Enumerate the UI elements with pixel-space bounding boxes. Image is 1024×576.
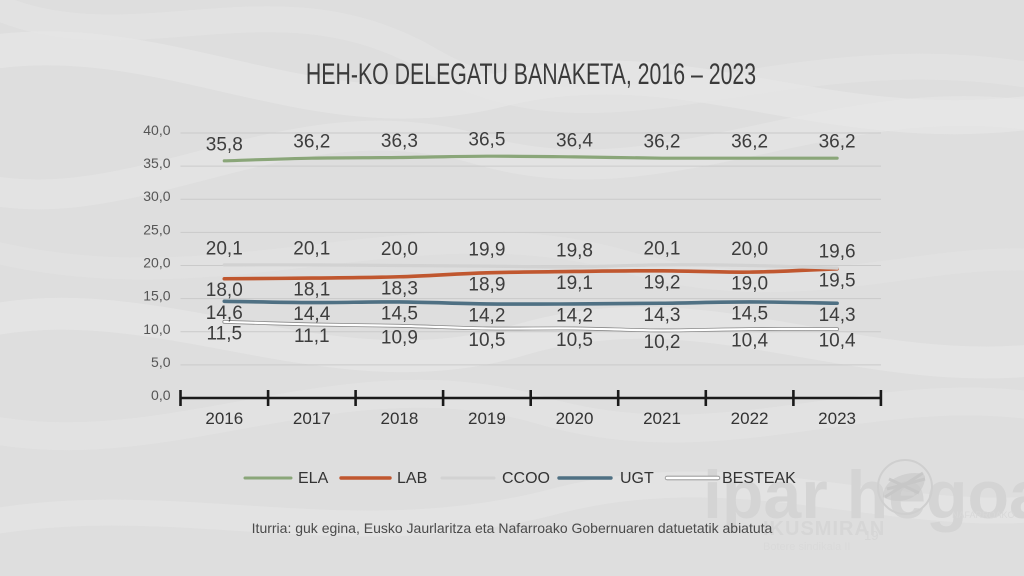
svg-text:36,2: 36,2 bbox=[293, 132, 330, 153]
svg-text:25,0: 25,0 bbox=[143, 221, 170, 237]
svg-text:20,1: 20,1 bbox=[644, 238, 681, 259]
svg-text:10,0: 10,0 bbox=[143, 321, 170, 337]
svg-text:NAFARROAKO: NAFARROAKO bbox=[952, 510, 1015, 520]
svg-text:0,0: 0,0 bbox=[151, 387, 171, 403]
svg-text:2022: 2022 bbox=[731, 409, 769, 428]
svg-text:2020: 2020 bbox=[556, 409, 594, 428]
svg-text:18,0: 18,0 bbox=[206, 280, 243, 301]
svg-text:14,3: 14,3 bbox=[644, 305, 681, 326]
svg-text:14,3: 14,3 bbox=[819, 305, 856, 326]
svg-text:19,2: 19,2 bbox=[644, 272, 681, 293]
svg-text:35,8: 35,8 bbox=[206, 134, 243, 155]
svg-text:ELA: ELA bbox=[298, 470, 329, 487]
svg-text:36,3: 36,3 bbox=[381, 131, 418, 152]
svg-text:2017: 2017 bbox=[293, 409, 331, 428]
svg-text:36,5: 36,5 bbox=[468, 130, 505, 151]
svg-text:19,0: 19,0 bbox=[731, 274, 768, 295]
svg-text:36,2: 36,2 bbox=[731, 132, 768, 153]
svg-text:CCOO: CCOO bbox=[502, 470, 550, 487]
svg-text:2021: 2021 bbox=[643, 409, 681, 428]
svg-text:36,2: 36,2 bbox=[819, 132, 856, 153]
svg-text:10,4: 10,4 bbox=[819, 331, 856, 352]
svg-text:5,0: 5,0 bbox=[151, 354, 171, 370]
svg-text:20,1: 20,1 bbox=[206, 238, 243, 259]
svg-text:2018: 2018 bbox=[380, 409, 418, 428]
svg-text:10,2: 10,2 bbox=[644, 332, 681, 353]
svg-text:19,9: 19,9 bbox=[468, 240, 505, 261]
svg-text:14,2: 14,2 bbox=[556, 305, 593, 326]
svg-text:20,0: 20,0 bbox=[381, 239, 418, 260]
svg-text:10,5: 10,5 bbox=[468, 330, 505, 351]
svg-text:19,1: 19,1 bbox=[556, 273, 593, 294]
svg-text:LAB: LAB bbox=[397, 470, 427, 487]
svg-text:20,0: 20,0 bbox=[731, 239, 768, 260]
svg-text:2016: 2016 bbox=[205, 409, 243, 428]
svg-text:19,5: 19,5 bbox=[819, 270, 856, 291]
svg-text:36,2: 36,2 bbox=[644, 132, 681, 153]
svg-text:18,1: 18,1 bbox=[293, 280, 330, 301]
svg-text:35,0: 35,0 bbox=[143, 155, 170, 171]
svg-text:14,4: 14,4 bbox=[293, 304, 330, 325]
svg-text:2023: 2023 bbox=[818, 409, 856, 428]
svg-text:Botere sindikala II: Botere sindikala II bbox=[763, 541, 850, 553]
svg-text:18,3: 18,3 bbox=[381, 278, 418, 299]
svg-text:20,0: 20,0 bbox=[143, 255, 170, 271]
svg-text:11,5: 11,5 bbox=[207, 323, 243, 344]
svg-text:11,1: 11,1 bbox=[294, 326, 330, 347]
svg-text:40,0: 40,0 bbox=[143, 122, 170, 138]
svg-text:14,5: 14,5 bbox=[731, 303, 768, 324]
svg-text:14,6: 14,6 bbox=[206, 303, 243, 324]
svg-text:UGT: UGT bbox=[620, 470, 654, 487]
svg-text:36,4: 36,4 bbox=[556, 130, 593, 151]
svg-text:14,2: 14,2 bbox=[468, 305, 505, 326]
svg-text:30,0: 30,0 bbox=[143, 188, 170, 204]
svg-text:19,6: 19,6 bbox=[819, 242, 856, 263]
svg-text:10,4: 10,4 bbox=[731, 331, 768, 352]
svg-text:19,8: 19,8 bbox=[556, 240, 593, 261]
svg-text:BESTEAK: BESTEAK bbox=[722, 470, 796, 487]
svg-text:18,9: 18,9 bbox=[468, 274, 505, 295]
svg-text:15,0: 15,0 bbox=[143, 288, 170, 304]
svg-text:10,9: 10,9 bbox=[381, 327, 418, 348]
svg-text:14,5: 14,5 bbox=[381, 303, 418, 324]
svg-text:20,1: 20,1 bbox=[293, 238, 330, 259]
svg-text:10,5: 10,5 bbox=[556, 330, 593, 351]
svg-text:2019: 2019 bbox=[468, 409, 506, 428]
